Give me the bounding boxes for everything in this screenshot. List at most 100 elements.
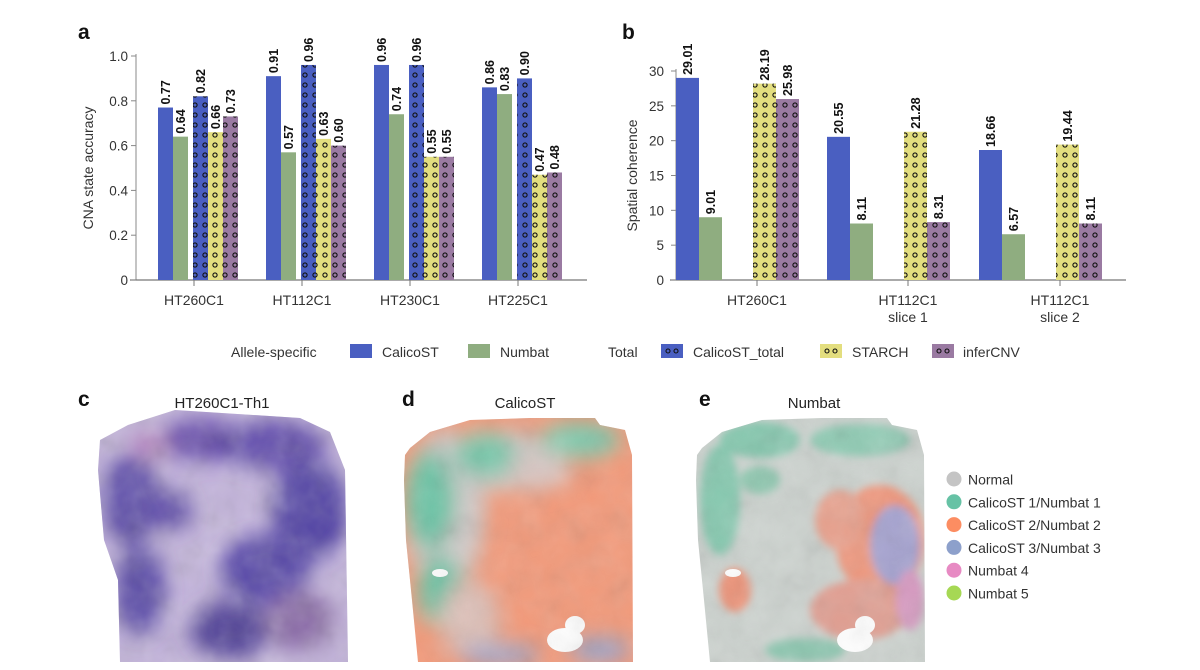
data-label-calicost-total-ht230c1: 0.96 bbox=[410, 38, 424, 62]
data-label-infercnv-ht112c1-slice-1: 8.31 bbox=[932, 195, 946, 219]
x-category-label: HT112C1 bbox=[879, 292, 938, 308]
bar-starch-ht225c1 bbox=[532, 174, 547, 280]
data-label-infercnv-ht230c1: 0.55 bbox=[440, 129, 454, 153]
bar-starch-ht260c1 bbox=[753, 83, 776, 280]
legend-dot-icon bbox=[824, 348, 830, 354]
data-label-numbat-ht260c1: 9.01 bbox=[704, 190, 718, 214]
data-label-calicost-ht260c1: 0.77 bbox=[159, 80, 173, 104]
x-category-label: HT225C1 bbox=[488, 292, 548, 308]
data-label-starch-ht112c1-slice-2: 19.44 bbox=[1061, 110, 1075, 141]
calicost-spatial-map bbox=[404, 418, 633, 662]
bar-numbat-ht112c1-slice-1 bbox=[850, 223, 873, 280]
bar-calicost-ht112c1-slice-1 bbox=[827, 136, 850, 280]
data-label-numbat-ht260c1: 0.64 bbox=[174, 109, 188, 133]
legend-label-calicost: CalicoST bbox=[382, 344, 439, 360]
bar-calicost-ht225c1 bbox=[482, 87, 497, 280]
bar-calicost-ht230c1 bbox=[374, 64, 389, 281]
clone-legend-dot-calicost-2-numbat-2 bbox=[946, 517, 962, 533]
method-legend: Allele-specific CalicoST Numbat Total Ca… bbox=[231, 344, 1020, 360]
panel-letter-e: e bbox=[699, 388, 711, 411]
data-label-starch-ht260c1: 28.19 bbox=[758, 49, 772, 80]
bar-starch-ht230c1 bbox=[424, 156, 439, 280]
y-tick-label: 15 bbox=[649, 169, 664, 184]
bar-calicost-ht112c1-slice-2 bbox=[979, 150, 1002, 280]
data-label-calicost-ht112c1-slice-1: 20.55 bbox=[832, 103, 846, 134]
y-tick-label: 10 bbox=[649, 203, 664, 218]
bar-calicost-total-ht260c1 bbox=[193, 96, 208, 280]
data-label-calicost-ht112c1: 0.91 bbox=[267, 49, 281, 73]
bar-infercnv-ht112c1-slice-1 bbox=[927, 222, 950, 280]
legend-label-calicost-total: CalicoST_total bbox=[693, 344, 784, 360]
clone-legend-dot-numbat-5 bbox=[946, 585, 962, 601]
y-tick-label: 0 bbox=[120, 273, 128, 288]
x-category-label: slice 1 bbox=[888, 309, 928, 325]
data-label-starch-ht260c1: 0.66 bbox=[209, 105, 223, 129]
clone-legend-label-normal: Normal bbox=[968, 472, 1013, 488]
bar-numbat-ht260c1 bbox=[173, 136, 188, 280]
legend-dot-icon bbox=[936, 348, 942, 354]
legend-swatch-calicost-total bbox=[661, 344, 683, 358]
data-label-calicost-ht225c1: 0.86 bbox=[483, 60, 497, 84]
legend-group-total: Total bbox=[608, 344, 638, 360]
data-label-calicost-total-ht260c1: 0.82 bbox=[194, 69, 208, 93]
data-label-numbat-ht230c1: 0.74 bbox=[390, 87, 404, 111]
y-tick-label: 20 bbox=[649, 134, 664, 149]
legend-dot-icon bbox=[665, 348, 671, 354]
x-category-label: HT112C1 bbox=[1031, 292, 1090, 308]
legend-swatch-infercnv bbox=[932, 344, 954, 358]
bar-starch-ht112c1-slice-1 bbox=[904, 131, 927, 280]
data-label-calicost-ht112c1-slice-2: 18.66 bbox=[984, 116, 998, 147]
panel-title-c: HT260C1-Th1 bbox=[174, 395, 269, 412]
bar-infercnv-ht225c1 bbox=[547, 172, 562, 280]
data-label-numbat-ht112c1-slice-1: 8.11 bbox=[855, 197, 869, 221]
y-tick-label: 0 bbox=[656, 273, 664, 288]
bar-starch-ht112c1 bbox=[316, 138, 331, 280]
data-label-numbat-ht112c1-slice-2: 6.57 bbox=[1007, 207, 1021, 231]
y-axis-title: Spatial coherence bbox=[624, 119, 640, 231]
legend-swatch-numbat bbox=[468, 344, 490, 358]
bar-numbat-ht260c1 bbox=[699, 217, 722, 280]
bar-calicost-total-ht225c1 bbox=[517, 78, 532, 281]
y-tick-label: 1.0 bbox=[109, 49, 128, 64]
panel-letter-b: b bbox=[622, 21, 635, 44]
panel-title-e: Numbat bbox=[788, 395, 841, 412]
bar-infercnv-ht260c1 bbox=[223, 116, 238, 280]
legend-label-infercnv: inferCNV bbox=[963, 344, 1020, 360]
legend-label-starch: STARCH bbox=[852, 344, 909, 360]
clone-legend-label-calicost-2-numbat-2: CalicoST 2/Numbat 2 bbox=[968, 517, 1101, 533]
bar-starch-ht260c1 bbox=[208, 132, 223, 280]
data-label-starch-ht230c1: 0.55 bbox=[425, 129, 439, 153]
data-label-starch-ht112c1: 0.63 bbox=[317, 112, 331, 136]
clone-legend-label-calicost-3-numbat-3: CalicoST 3/Numbat 3 bbox=[968, 540, 1101, 556]
data-label-calicost-ht260c1: 29.01 bbox=[681, 44, 695, 75]
panel-title-d: CalicoST bbox=[495, 395, 556, 412]
clone-legend-dot-calicost-1-numbat-1 bbox=[946, 494, 962, 510]
data-label-numbat-ht112c1: 0.57 bbox=[282, 125, 296, 149]
legend-swatch-calicost bbox=[350, 344, 372, 358]
bar-numbat-ht112c1-slice-2 bbox=[1002, 234, 1025, 280]
clone-legend-dot-calicost-3-numbat-3 bbox=[946, 539, 962, 555]
data-label-calicost-total-ht112c1: 0.96 bbox=[302, 38, 316, 62]
bar-infercnv-ht112c1 bbox=[331, 145, 346, 280]
y-tick-label: 0.4 bbox=[109, 183, 128, 198]
bar-calicost-total-ht112c1 bbox=[301, 64, 316, 281]
legend-group-allele-specific: Allele-specific bbox=[231, 344, 317, 360]
data-label-starch-ht112c1-slice-1: 21.28 bbox=[909, 97, 923, 128]
panel-letter-a: a bbox=[78, 21, 90, 44]
chart-spatial-coherence: 0 5 10 15 20 25 30 Spatial coherence HT260C1 29.0… bbox=[624, 44, 1126, 325]
legend-dot-icon bbox=[673, 348, 679, 354]
bar-infercnv-ht260c1 bbox=[776, 99, 799, 280]
bar-numbat-ht225c1 bbox=[497, 94, 512, 280]
data-label-infercnv-ht112c1: 0.60 bbox=[332, 118, 346, 142]
bar-infercnv-ht112c1-slice-2 bbox=[1079, 223, 1102, 280]
clone-legend-dot-numbat-4 bbox=[946, 562, 962, 578]
y-tick-label: 5 bbox=[656, 238, 664, 253]
bar-numbat-ht112c1 bbox=[281, 152, 296, 280]
bar-numbat-ht230c1 bbox=[389, 114, 404, 281]
data-label-starch-ht225c1: 0.47 bbox=[533, 147, 547, 171]
chart-cna-accuracy: 0 0.2 0.4 0.6 0.8 1.0 CNA state accuracy HT260C… bbox=[80, 38, 587, 308]
data-label-infercnv-ht112c1-slice-2: 8.11 bbox=[1084, 197, 1098, 221]
clone-legend-label-numbat-4: Numbat 4 bbox=[968, 563, 1029, 579]
data-label-calicost-total-ht225c1: 0.90 bbox=[518, 51, 532, 75]
